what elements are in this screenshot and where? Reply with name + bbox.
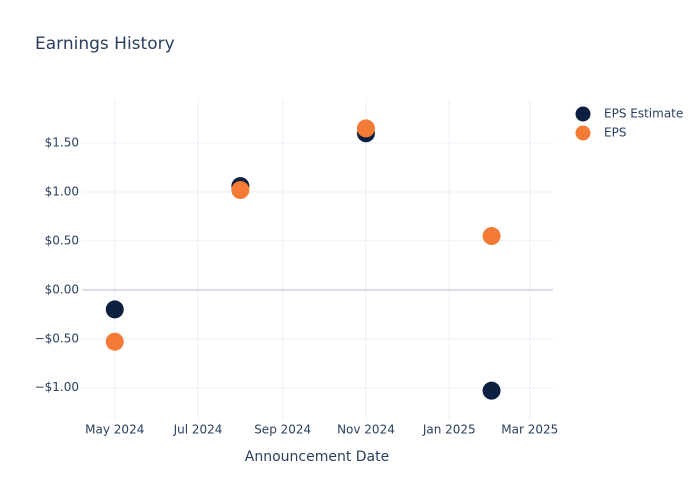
legend-label: EPS [604, 126, 626, 140]
marker [356, 119, 375, 138]
chart-title: Earnings History [35, 34, 175, 54]
x-axis-label: Announcement Date [245, 449, 389, 465]
marker [231, 181, 250, 200]
x-tick-label: Mar 2025 [501, 423, 558, 437]
marker [482, 227, 501, 246]
y-tick-label: $1.00 [45, 184, 79, 198]
y-tick-label: −$1.00 [35, 380, 79, 394]
y-tick-label: $1.50 [45, 136, 79, 150]
x-tick-label: Sep 2024 [254, 423, 311, 437]
y-tick-label: $0.00 [45, 282, 79, 296]
legend-marker [575, 125, 591, 141]
y-tick-label: $0.50 [45, 233, 79, 247]
marker [105, 332, 124, 351]
marker [482, 381, 501, 400]
marker [105, 300, 124, 319]
legend-marker [575, 106, 591, 122]
x-tick-label: Jul 2024 [173, 423, 223, 437]
x-tick-label: Nov 2024 [337, 423, 395, 437]
x-tick-label: Jan 2025 [422, 423, 476, 437]
legend-label: EPS Estimate [604, 107, 683, 121]
y-tick-label: −$0.50 [35, 331, 79, 345]
x-tick-label: May 2024 [85, 423, 144, 437]
